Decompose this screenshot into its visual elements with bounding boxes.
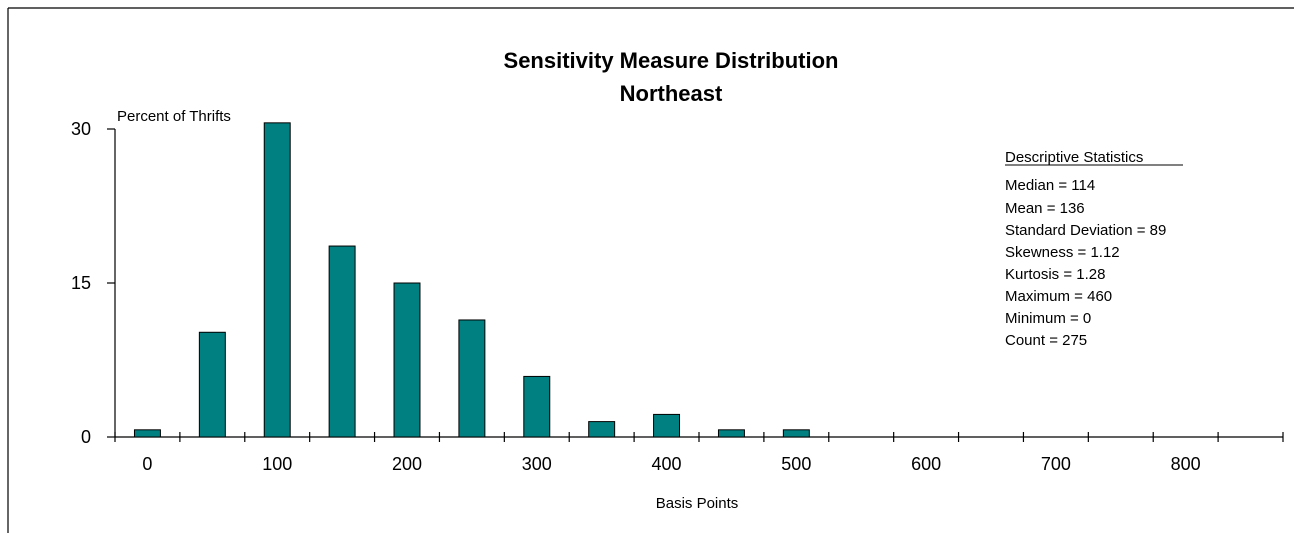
stats-line: Kurtosis = 1.28	[1005, 266, 1105, 283]
x-tick-label: 400	[652, 454, 682, 474]
stats-line: Count = 275	[1005, 332, 1087, 349]
bar	[263, 122, 291, 438]
stats-heading: Descriptive Statistics	[1005, 149, 1143, 166]
x-tick-label: 500	[781, 454, 811, 474]
x-tick-label: 800	[1171, 454, 1201, 474]
bar	[328, 245, 356, 438]
bar	[782, 429, 810, 438]
stats-line: Mean = 136	[1005, 200, 1085, 217]
bar	[653, 413, 681, 438]
y-ticks-group: 0 15 30	[71, 119, 115, 447]
bar	[588, 421, 616, 438]
y-tick-label: 30	[71, 119, 91, 139]
stats-line: Median = 114	[1005, 177, 1095, 194]
x-tick-label: 100	[262, 454, 292, 474]
x-tick-label: 600	[911, 454, 941, 474]
y-axis-label: Percent of Thrifts	[117, 108, 231, 125]
bar	[523, 375, 551, 438]
x-tick-label: 700	[1041, 454, 1071, 474]
bars-group	[133, 122, 810, 438]
stats-line: Skewness = 1.12	[1005, 244, 1120, 261]
x-tick-label: 0	[142, 454, 152, 474]
x-ticks-group: 0 100 200 300 400 500 600 700 800	[114, 432, 1284, 474]
y-tick-label: 0	[81, 427, 91, 447]
chart-title: Sensitivity Measure Distribution	[504, 48, 839, 73]
descriptive-statistics: Descriptive Statistics Median = 114 Mean…	[1005, 149, 1183, 349]
bar	[458, 319, 486, 438]
bar	[133, 429, 161, 438]
chart-subtitle: Northeast	[620, 81, 723, 106]
x-tick-label: 200	[392, 454, 422, 474]
stats-line: Minimum = 0	[1005, 310, 1091, 327]
stats-line: Standard Deviation = 89	[1005, 222, 1166, 239]
stats-line: Maximum = 460	[1005, 288, 1112, 305]
x-axis-label: Basis Points	[656, 495, 739, 512]
bar	[717, 429, 745, 438]
y-tick-label: 15	[71, 273, 91, 293]
bar	[198, 331, 226, 438]
bar	[393, 282, 421, 438]
x-tick-label: 300	[522, 454, 552, 474]
